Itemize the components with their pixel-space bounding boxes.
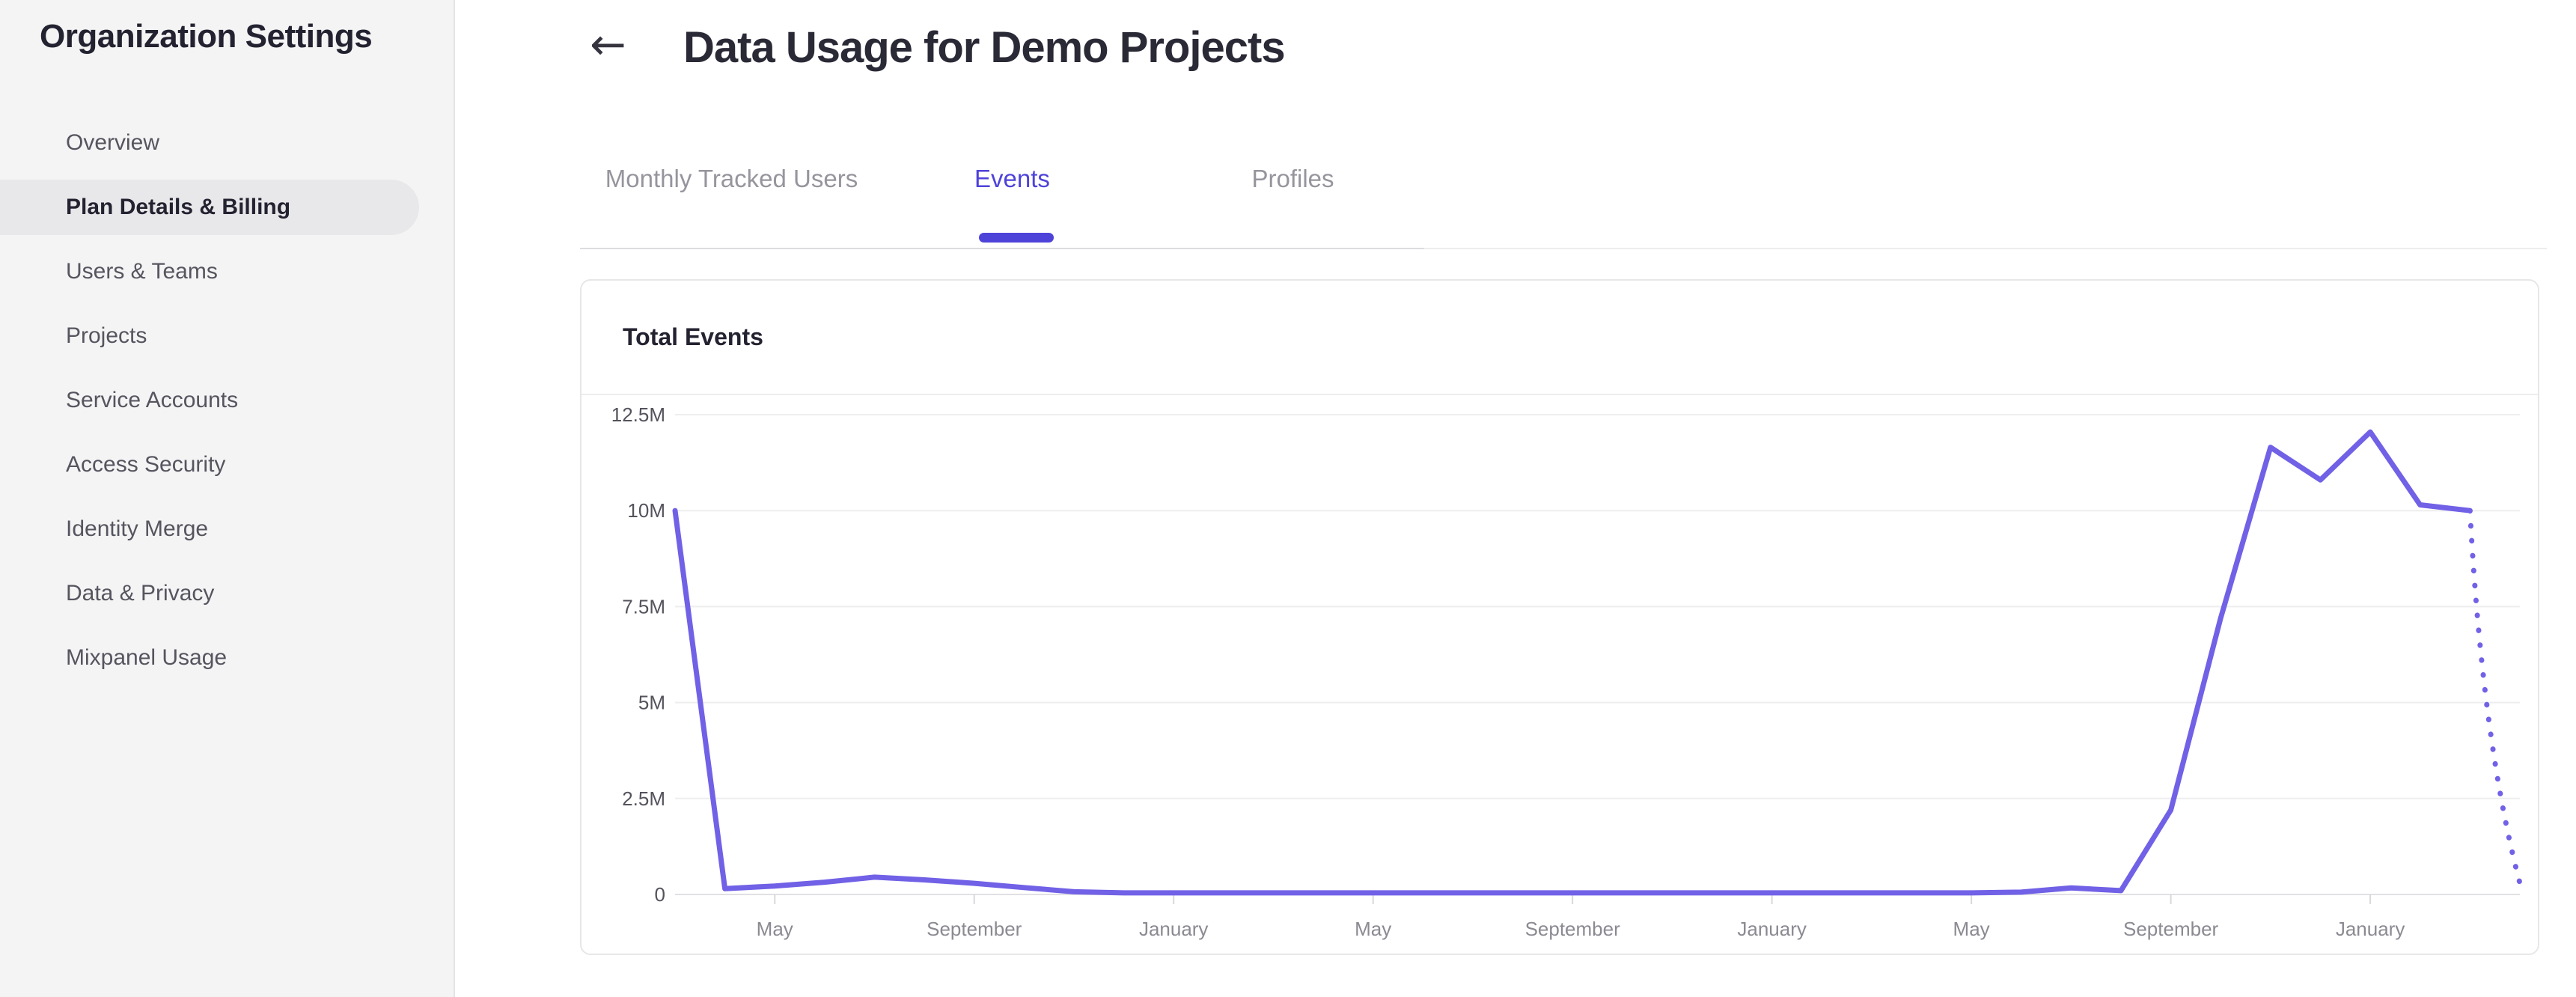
total-events-card: Total Events 12.5M 10M 7.5M 5M 2.5M 0 May Septe… <box>580 279 2539 955</box>
y-axis-label: 5M <box>638 692 665 714</box>
back-button[interactable]: ← <box>590 22 626 66</box>
sidebar: Organization Settings Overview Plan Detai… <box>0 0 455 997</box>
x-axis-label: May <box>1953 918 1990 940</box>
active-tab-underline <box>979 233 1054 243</box>
sidebar-item-overview[interactable]: Overview <box>66 130 160 155</box>
y-axis-label: 10M <box>627 499 665 522</box>
sidebar-item-data-privacy[interactable]: Data & Privacy <box>66 581 215 606</box>
tab-monthly-tracked-users[interactable]: Monthly Tracked Users <box>605 165 858 192</box>
x-axis-label: January <box>1737 918 1807 940</box>
sidebar-item-identity-merge[interactable]: Identity Merge <box>66 516 209 541</box>
sidebar-item-access-security[interactable]: Access Security <box>66 452 226 477</box>
page-title: Data Usage for Demo Projects <box>683 23 1286 72</box>
x-axis-label: January <box>2336 918 2405 940</box>
content-divider <box>1424 248 2547 249</box>
sidebar-item-projects[interactable]: Projects <box>66 323 147 348</box>
sidebar-item-mixpanel-usage[interactable]: Mixpanel Usage <box>66 645 228 670</box>
y-axis-label: 7.5M <box>622 595 665 618</box>
back-arrow-icon: ← <box>590 19 626 70</box>
sidebar-item-users-teams[interactable]: Users & Teams <box>66 259 218 284</box>
card-header: Total Events <box>582 281 2538 395</box>
x-axis-label: May <box>757 918 793 940</box>
tab-profiles[interactable]: Profiles <box>1251 165 1334 192</box>
x-axis-label: September <box>1525 918 1621 940</box>
tabs-divider <box>580 248 1424 249</box>
sidebar-nav: Overview Plan Details & Billing Users & Te… <box>0 111 454 690</box>
x-axis-label: September <box>927 918 1022 940</box>
sidebar-item-plan-details-billing[interactable]: Plan Details & Billing <box>0 180 419 235</box>
x-axis-label: September <box>2123 918 2219 940</box>
x-axis-label: January <box>1139 918 1209 940</box>
series-line-projection <box>2467 507 2523 886</box>
y-axis-label: 2.5M <box>622 787 665 810</box>
tab-events[interactable]: Events <box>974 165 1050 192</box>
total-events-chart[interactable]: 12.5M 10M 7.5M 5M 2.5M 0 May September January Ma… <box>582 395 2538 952</box>
y-axis-label: 0 <box>655 883 665 906</box>
card-title: Total Events <box>623 323 763 350</box>
tab-bar: Monthly Tracked Users Events Profiles <box>591 165 1433 193</box>
sidebar-item-service-accounts[interactable]: Service Accounts <box>66 388 239 412</box>
x-axis-label: May <box>1355 918 1391 940</box>
sidebar-title: Organization Settings <box>40 18 373 55</box>
series-line-actual <box>672 429 2473 896</box>
y-axis-label: 12.5M <box>611 403 665 426</box>
